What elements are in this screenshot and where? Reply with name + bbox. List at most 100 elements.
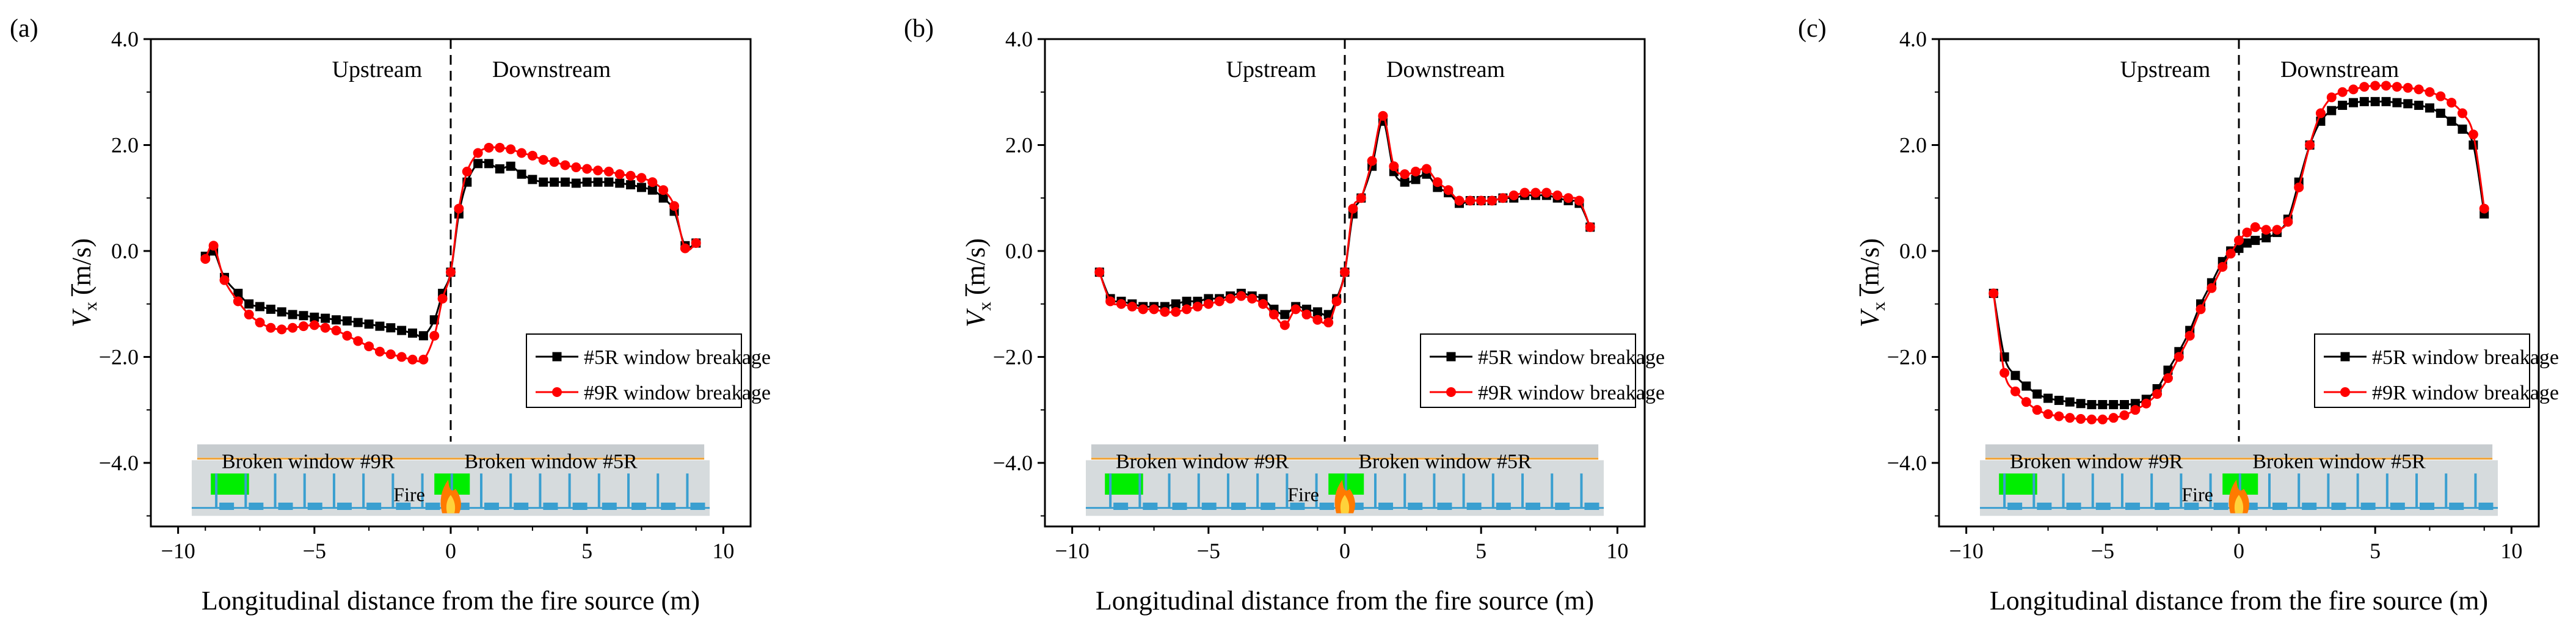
data-point xyxy=(2370,96,2380,106)
series-9r xyxy=(1094,111,1595,330)
data-point xyxy=(266,322,276,333)
data-point xyxy=(495,142,505,153)
data-point xyxy=(309,320,319,330)
y-axis-label: Vx (m/s) xyxy=(961,238,995,327)
data-point xyxy=(429,315,439,325)
annotation-downstream: Downstream xyxy=(2280,57,2399,82)
vent-block xyxy=(307,502,322,510)
data-point xyxy=(429,330,440,341)
data-point xyxy=(1171,299,1181,309)
data-point xyxy=(321,313,330,323)
vent-block xyxy=(2272,502,2287,510)
x-tick-label: 10 xyxy=(712,539,734,563)
vent-block xyxy=(2213,502,2229,510)
data-point xyxy=(2458,108,2468,118)
data-point xyxy=(473,148,483,158)
data-point xyxy=(2130,405,2141,415)
data-point xyxy=(615,178,625,188)
vent-block xyxy=(2066,502,2081,510)
data-point xyxy=(2392,98,2402,107)
y-tick-label: −4.0 xyxy=(993,451,1033,475)
data-point xyxy=(233,288,243,298)
data-point xyxy=(2359,82,2370,92)
data-point xyxy=(2010,386,2020,396)
tunnel-roof xyxy=(1091,444,1599,458)
data-point xyxy=(2120,400,2130,409)
data-point xyxy=(454,203,464,214)
vent-block xyxy=(1319,502,1334,510)
label-broken-window-5r: Broken window #5R xyxy=(464,451,638,473)
data-point xyxy=(517,148,527,158)
data-point xyxy=(1552,190,1563,200)
data-point xyxy=(560,177,570,187)
data-point xyxy=(2294,182,2304,192)
data-point xyxy=(2447,116,2456,126)
panel-label: (b) xyxy=(904,15,934,43)
data-point xyxy=(397,326,407,335)
data-point xyxy=(2326,92,2337,103)
data-point xyxy=(2225,249,2236,259)
vent-block xyxy=(2360,502,2376,510)
data-point xyxy=(2021,381,2031,391)
data-point xyxy=(484,159,493,169)
data-point xyxy=(1519,187,1530,198)
data-point xyxy=(2010,371,2020,380)
vent-block xyxy=(1231,502,1246,510)
y-tick-label: 0.0 xyxy=(111,239,139,263)
label-fire: Fire xyxy=(2181,483,2213,505)
data-point xyxy=(353,318,363,327)
data-point xyxy=(2425,103,2434,113)
data-point xyxy=(582,177,592,187)
vent-block xyxy=(602,502,617,510)
data-point xyxy=(288,322,298,333)
x-tick-label: −5 xyxy=(1197,539,1220,563)
annotation-upstream: Upstream xyxy=(1226,57,1317,82)
y-axis-label: Vx (m/s) xyxy=(67,238,101,327)
vent-block xyxy=(1172,502,1187,510)
vent-block xyxy=(543,502,558,510)
vent-block xyxy=(2037,502,2052,510)
data-point xyxy=(2479,203,2489,214)
data-point xyxy=(2250,236,2260,246)
data-point xyxy=(364,319,374,329)
data-point xyxy=(2305,140,2315,150)
data-point xyxy=(2108,413,2119,423)
data-point xyxy=(2218,261,2228,272)
data-point xyxy=(2234,244,2244,253)
data-point xyxy=(1541,187,1552,198)
data-point xyxy=(1988,288,1999,299)
data-point xyxy=(446,267,456,277)
label-broken-window-9r: Broken window #9R xyxy=(222,451,395,473)
x-tick-label: 5 xyxy=(2370,539,2381,563)
data-point xyxy=(1301,310,1312,320)
data-point xyxy=(386,323,396,333)
y-tick-label: 2.0 xyxy=(1899,133,1927,157)
vent-block xyxy=(1526,502,1541,510)
data-point xyxy=(2065,413,2075,423)
legend-marker xyxy=(552,352,562,362)
data-point xyxy=(604,177,614,187)
x-tick-label: 10 xyxy=(1606,539,1628,563)
data-point xyxy=(2261,233,2271,242)
vent-block xyxy=(425,502,440,510)
y-tick-label: 2.0 xyxy=(111,133,139,157)
data-point xyxy=(255,318,265,328)
data-point xyxy=(418,354,429,365)
data-point xyxy=(473,159,483,169)
x-tick-label: −5 xyxy=(2091,539,2114,563)
annotation-downstream: Downstream xyxy=(1386,57,1505,82)
legend: #5R window breakage #9R window breakage xyxy=(2314,333,2559,408)
data-point xyxy=(1192,302,1202,312)
data-point xyxy=(1508,190,1519,200)
data-point xyxy=(1367,156,1377,166)
vent-block xyxy=(2478,502,2494,510)
data-point xyxy=(1999,368,2010,378)
data-point xyxy=(2086,414,2097,424)
y-tick-label: 0.0 xyxy=(1899,239,1927,263)
data-point xyxy=(658,193,668,203)
data-point xyxy=(2054,396,2064,406)
data-point xyxy=(2403,82,2413,93)
data-point xyxy=(1585,222,1595,232)
y-axis-label-symbol: V xyxy=(1855,308,1885,327)
data-point xyxy=(374,346,385,357)
